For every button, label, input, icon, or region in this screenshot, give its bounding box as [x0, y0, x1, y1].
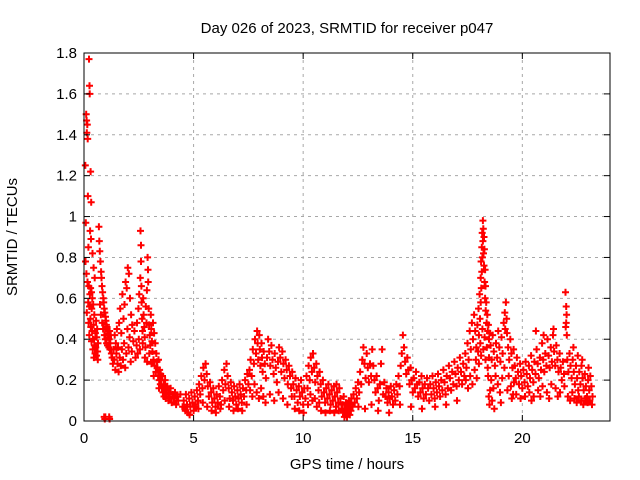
y-tick-label: 0.4: [56, 331, 77, 348]
y-tick-label: 1.8: [56, 45, 77, 62]
data-points: [81, 55, 596, 423]
gridlines: [84, 53, 610, 421]
x-tick-label: 5: [189, 430, 197, 447]
y-tick-label: 0.2: [56, 372, 77, 389]
y-tick-label: 0.6: [56, 290, 77, 307]
scatter-markers: [81, 55, 596, 423]
axis-ticks: [83, 52, 610, 422]
x-tick-label: 0: [80, 430, 88, 447]
y-tick-label: 1.2: [56, 168, 77, 185]
chart-title: Day 026 of 2023, SRMTID for receiver p04…: [201, 20, 494, 37]
x-tick-label: 15: [404, 430, 421, 447]
y-tick-label: 0.8: [56, 249, 77, 266]
y-tick-label: 1: [69, 209, 77, 226]
y-tick-label: 1.4: [56, 127, 77, 144]
y-tick-labels: 0 0.2 0.4 0.6 0.8 1 1.2 1.4 1.6 1.8: [56, 45, 77, 430]
x-axis-label: GPS time / hours: [290, 456, 404, 473]
plot-border: [83, 52, 611, 422]
y-tick-label: 0: [69, 413, 77, 430]
x-tick-label: 20: [514, 430, 531, 447]
x-tick-labels: 0 5 10 15 20: [80, 430, 531, 447]
x-tick-label: 10: [295, 430, 312, 447]
y-axis-label: SRMTID / TECUs: [4, 178, 21, 296]
y-tick-label: 1.6: [56, 86, 77, 103]
